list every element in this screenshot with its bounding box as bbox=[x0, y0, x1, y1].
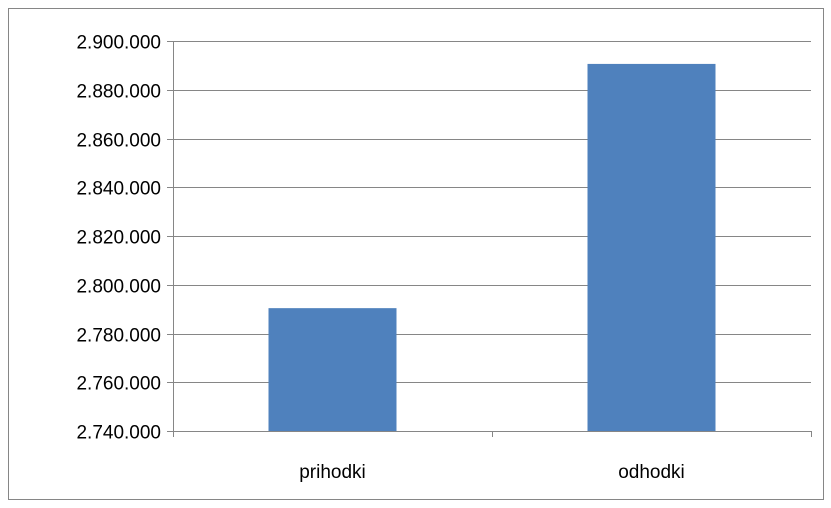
bars bbox=[268, 63, 716, 431]
y-tick-label: 2.780.000 bbox=[76, 326, 161, 347]
y-tick-label: 2.800.000 bbox=[76, 277, 161, 298]
x-axis-category-labels: prihodki odhodki bbox=[299, 462, 685, 483]
y-tick-label: 2.860.000 bbox=[76, 131, 161, 152]
y-tick-label: 2.880.000 bbox=[76, 82, 161, 103]
bar-prihodki bbox=[268, 308, 397, 431]
y-tick-label: 2.740.000 bbox=[76, 423, 161, 444]
y-tick-label: 2.760.000 bbox=[76, 374, 161, 395]
x-category-label: odhodki bbox=[618, 462, 685, 483]
y-axis-tick-labels: 2.740.000 2.760.000 2.780.000 2.800.000 2.82… bbox=[76, 33, 161, 444]
x-category-label: prihodki bbox=[299, 462, 366, 483]
y-tick-label: 2.900.000 bbox=[76, 33, 161, 54]
y-tick-label: 2.840.000 bbox=[76, 179, 161, 200]
y-tick-label: 2.820.000 bbox=[76, 228, 161, 249]
bar-odhodki bbox=[587, 63, 716, 431]
axes bbox=[167, 41, 812, 437]
